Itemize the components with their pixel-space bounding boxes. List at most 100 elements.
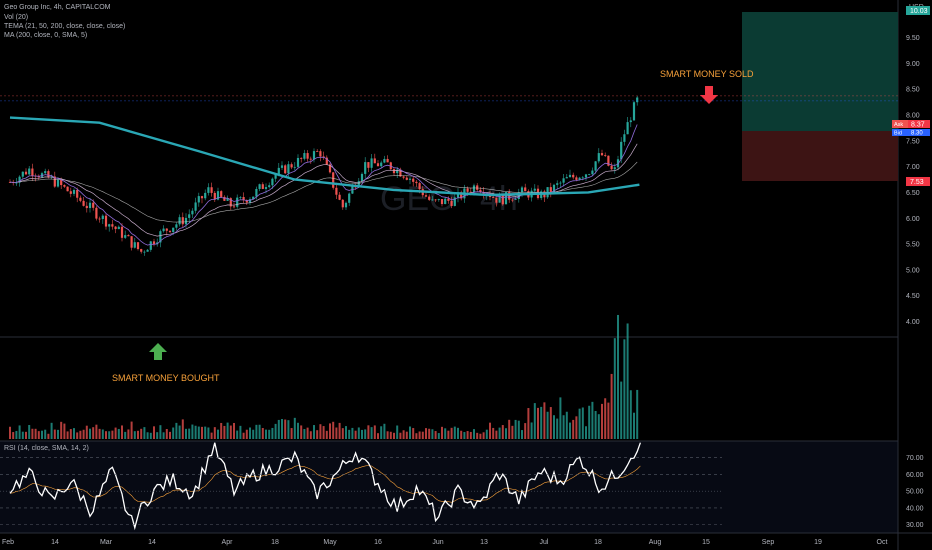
- volume-bar: [210, 432, 213, 439]
- candle-body: [136, 242, 140, 250]
- time-tick: Jul: [540, 539, 549, 546]
- rsi-tick: 60.00: [906, 472, 924, 479]
- time-tick: 19: [814, 539, 822, 546]
- volume-bar: [92, 427, 95, 439]
- volume-bar: [431, 429, 434, 439]
- candle-body: [239, 197, 242, 198]
- candle-body: [18, 176, 21, 183]
- price-tick: 7.50: [906, 138, 920, 145]
- volume-bar: [588, 405, 591, 439]
- candle-body: [376, 163, 380, 167]
- candle-body: [303, 153, 306, 159]
- candle-body: [312, 151, 316, 160]
- rsi-tick: 70.00: [906, 455, 924, 462]
- candle-body: [258, 184, 261, 189]
- volume-bar: [73, 428, 75, 439]
- volume-bar: [303, 429, 306, 439]
- volume-bar: [389, 431, 392, 439]
- candle-body: [556, 183, 559, 185]
- volume-bar: [197, 426, 200, 439]
- volume-bar: [127, 429, 130, 439]
- volume-bar: [607, 402, 610, 439]
- volume-bar: [258, 424, 261, 439]
- candle-body: [188, 214, 191, 218]
- candle-body: [607, 155, 610, 166]
- volume-bar: [44, 429, 47, 439]
- candle-body: [344, 202, 348, 208]
- candle-body: [629, 120, 632, 123]
- candle-body: [63, 185, 66, 187]
- candle-body: [559, 182, 562, 184]
- candle-body: [581, 177, 584, 179]
- time-tick: 14: [51, 539, 59, 546]
- volume-bar: [569, 422, 571, 439]
- candle-body: [325, 157, 328, 165]
- volume-bar: [441, 426, 443, 439]
- volume-bar: [121, 425, 123, 439]
- price-axis[interactable]: 10.009.509.008.508.007.507.006.506.005.5…: [0, 9, 924, 529]
- volume-bar: [28, 425, 31, 439]
- time-axis[interactable]: Feb 14 Mar 14 Apr 18 May 16 Jun 13 Jul 18 Aug 15 Sep 19…: [2, 539, 888, 546]
- time-tick: 18: [271, 539, 279, 546]
- volume-bar: [514, 419, 517, 439]
- candle-body: [95, 207, 98, 219]
- candle-body: [60, 179, 63, 186]
- candle-body: [440, 199, 444, 205]
- candle-body: [469, 191, 472, 193]
- candle-body: [476, 185, 479, 190]
- candle-body: [495, 197, 498, 203]
- volume-bar: [604, 398, 607, 439]
- profit-zone[interactable]: [742, 12, 898, 131]
- volume-bar: [293, 417, 296, 439]
- candle-body: [616, 159, 620, 168]
- volume-bar: [82, 429, 85, 439]
- volume-bar: [501, 425, 504, 439]
- candle-body: [332, 172, 335, 188]
- indicator-tema[interactable]: TEMA (21, 50, 200, close, close, close): [4, 23, 125, 30]
- candle-body: [271, 178, 274, 186]
- volume-bar: [274, 423, 277, 439]
- ask-price: 8.37: [911, 122, 925, 129]
- loss-zone[interactable]: [742, 131, 898, 181]
- candle-body: [274, 174, 277, 179]
- volume-bar: [466, 431, 469, 439]
- price-tick: 4.00: [906, 319, 920, 326]
- volume-bar: [399, 432, 402, 439]
- candle-body: [143, 251, 146, 253]
- candle-body: [552, 184, 556, 193]
- volume-bar: [357, 427, 360, 439]
- indicator-ma[interactable]: MA (200, close, 0, SMA, 5): [4, 32, 87, 39]
- volume-bar: [220, 422, 223, 439]
- candle-body: [101, 215, 104, 220]
- volume-bar: [597, 414, 600, 439]
- candle-body: [306, 153, 309, 159]
- volume-bar: [140, 428, 143, 439]
- price-tick: 5.00: [906, 267, 920, 274]
- candle-body: [383, 158, 386, 163]
- volume-bar: [585, 426, 587, 439]
- candle-body: [24, 171, 28, 175]
- volume-bar: [594, 411, 597, 439]
- time-tick: Mar: [100, 539, 113, 546]
- candle-body: [98, 218, 101, 220]
- candle-body: [415, 181, 418, 184]
- candle-body: [514, 199, 517, 200]
- volume-bar: [98, 428, 101, 439]
- candle-body: [360, 173, 364, 182]
- volume-bar: [386, 431, 389, 439]
- volume-bar: [34, 428, 37, 439]
- indicator-rsi[interactable]: RSI (14, close, SMA, 14, 2): [4, 445, 89, 452]
- candle-body: [284, 165, 287, 174]
- candle-body: [396, 169, 399, 174]
- indicator-vol[interactable]: Vol (20): [4, 14, 28, 21]
- volume-bar: [613, 338, 616, 439]
- volume-bar: [473, 429, 475, 439]
- volume-bar: [345, 426, 347, 439]
- rsi-tick: 40.00: [906, 505, 924, 512]
- target-badge: [906, 6, 930, 15]
- volume-bar: [629, 390, 632, 439]
- volume-bar: [31, 428, 34, 439]
- volume-bar: [50, 422, 53, 439]
- candle-body: [194, 202, 197, 211]
